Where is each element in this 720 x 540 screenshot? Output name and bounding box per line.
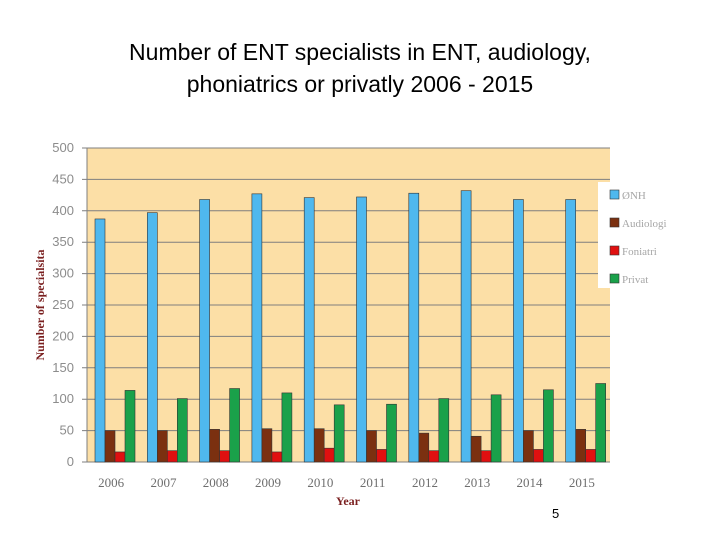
x-tick-label: 2014 [517, 475, 544, 490]
x-tick-label: 2015 [569, 475, 595, 490]
x-tick-label: 2013 [464, 475, 490, 490]
x-tick-label: 2011 [360, 475, 386, 490]
x-tick-label: 2008 [203, 475, 229, 490]
legend-swatch [609, 273, 620, 284]
bar-10-3 [585, 449, 597, 463]
y-tick-label: 50 [60, 423, 74, 438]
x-tick-label: 2012 [412, 475, 438, 490]
bar-4-3 [271, 451, 283, 463]
legend-box [598, 182, 688, 288]
y-tick-label: 450 [52, 171, 74, 186]
bar-5-2 [313, 428, 325, 463]
y-tick-label: 0 [67, 454, 74, 469]
bar-2-2 [157, 430, 168, 463]
bar-10-4 [595, 383, 607, 463]
x-axis-ticks: 2006 2007 2008 2009 2010 2011 2012 2013 2014 2015 [98, 475, 595, 490]
y-tick-label: 150 [52, 360, 74, 375]
legend-swatch [609, 245, 620, 256]
bar-5-4 [333, 404, 345, 463]
bar-6-2 [366, 430, 377, 463]
bar-5-1 [303, 197, 315, 463]
bar-8-3 [480, 450, 492, 463]
bar-7-2 [418, 432, 430, 463]
bar-9-4 [543, 389, 554, 463]
bars [94, 190, 607, 463]
y-tick-label: 350 [52, 234, 74, 249]
bar-3-1 [199, 199, 210, 463]
bar-6-1 [356, 196, 367, 463]
y-tick-label: 100 [52, 391, 74, 406]
legend-swatch [609, 189, 620, 200]
bar-8-2 [470, 435, 482, 463]
x-tick-label: 2009 [255, 475, 281, 490]
bar-7-1 [408, 192, 420, 463]
bar-2-3 [167, 450, 178, 463]
plot-area [82, 147, 610, 463]
legend: ØNH Audiologi Foniatri Privat [598, 182, 688, 288]
bar-9-3 [533, 449, 544, 463]
x-tick-label: 2007 [150, 475, 177, 490]
bar-8-4 [490, 394, 502, 463]
x-tick-label: 2006 [98, 475, 125, 490]
y-tick-label: 250 [52, 297, 74, 312]
bar-4-4 [281, 392, 293, 463]
chart-title: Number of ENT specialists in ENT, audiol… [60, 36, 660, 100]
legend-label: Audiologi [622, 218, 667, 230]
bar-10-1 [565, 199, 577, 463]
y-tick-label: 200 [52, 328, 74, 343]
bar-8-1 [460, 190, 472, 463]
page-number: 5 [552, 506, 560, 521]
bar-1-1 [94, 218, 106, 463]
bar-7-4 [438, 398, 450, 463]
legend-label: Foniatri [622, 246, 657, 258]
bar-1-3 [114, 451, 126, 463]
bar-4-2 [261, 428, 273, 463]
bar-10-2 [575, 429, 587, 463]
bar-5-3 [323, 447, 335, 463]
y-axis-title: Number of specialsita [33, 249, 47, 360]
bar-6-3 [376, 449, 387, 463]
bar-2-1 [147, 212, 158, 463]
bar-1-2 [104, 430, 116, 463]
y-tick-label: 500 [52, 140, 74, 155]
bar-6-4 [386, 403, 397, 463]
bar-3-3 [219, 450, 230, 463]
bar-9-2 [523, 430, 534, 463]
bar-1-4 [124, 390, 136, 463]
y-tick-label: 400 [52, 203, 74, 218]
bar-4-1 [251, 193, 263, 463]
legend-swatch [609, 217, 620, 228]
bar-7-3 [428, 450, 440, 463]
bar-2-4 [177, 398, 188, 463]
chart-title-line-2: phoniatrics or privatly 2006 - 2015 [186, 71, 534, 97]
legend-label: Privat [622, 274, 648, 286]
bar-9-1 [513, 199, 524, 463]
x-tick-label: 2010 [307, 475, 333, 490]
y-axis-ticks: 0 50 100 150 200 250 300 350 400 450 500 [52, 140, 74, 469]
bar-3-2 [209, 429, 220, 463]
legend-label: ØNH [622, 190, 646, 202]
y-tick-label: 300 [52, 266, 74, 281]
bar-3-4 [229, 388, 240, 463]
chart-title-line-1: Number of ENT specialists in ENT, audiol… [129, 39, 591, 65]
x-axis-title: Year [336, 494, 361, 508]
